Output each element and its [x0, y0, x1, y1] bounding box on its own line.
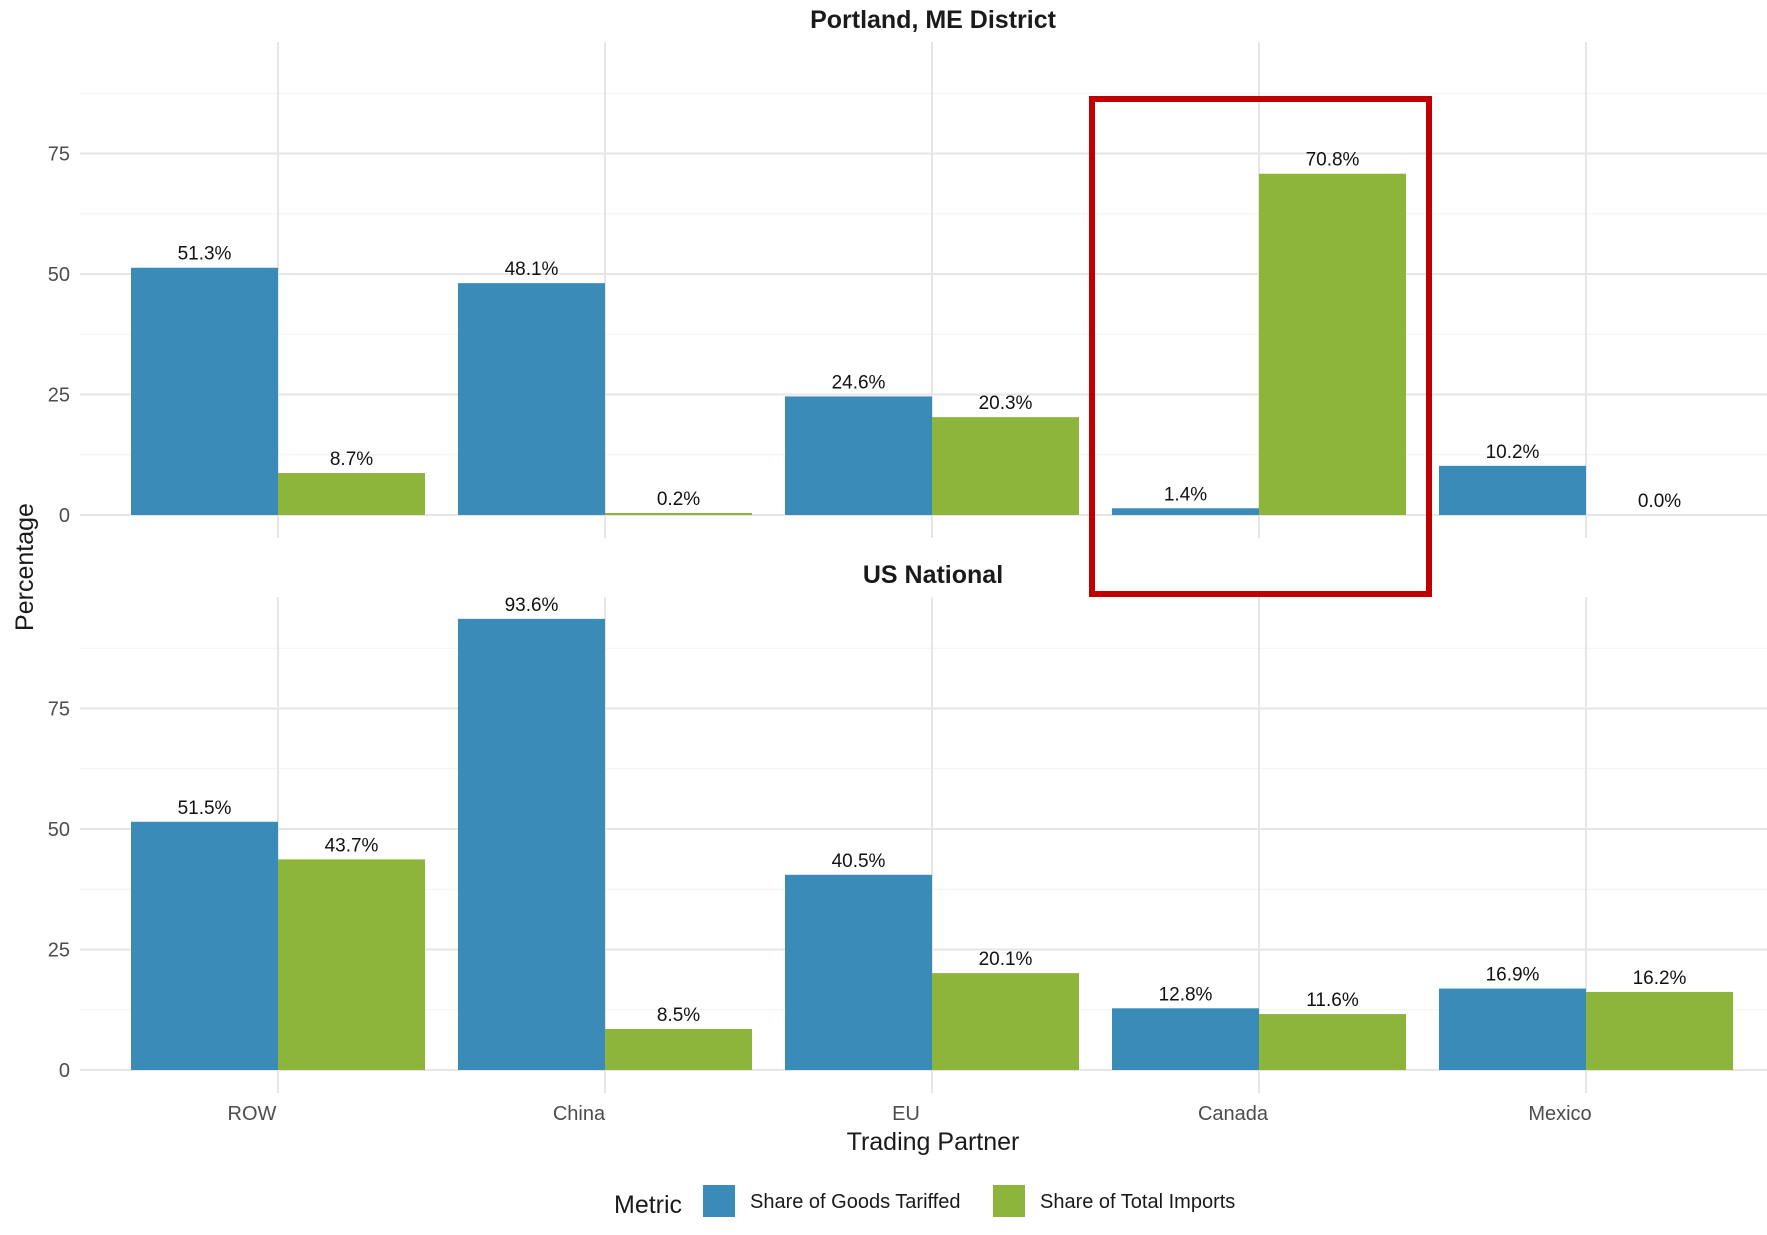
x-axis-title: Trading Partner [847, 1128, 1020, 1156]
bar-us-national-row-share-of-goods-tariffed [131, 821, 278, 1070]
bar-us-national-china-share-of-total-imports [605, 1029, 752, 1070]
bar-portland-me-district-row-share-of-goods-tariffed [131, 267, 278, 515]
legend-label-goods-tariffed: Share of Goods Tariffed [750, 1191, 961, 1213]
bar-us-national-eu-share-of-total-imports [932, 973, 1079, 1070]
y-tick-label: 25 [48, 940, 70, 962]
value-label-china-share-of-total-imports: 8.5% [657, 1005, 700, 1026]
y-tick-label: 50 [48, 264, 70, 286]
bar-us-national-canada-share-of-goods-tariffed [1112, 1008, 1259, 1070]
value-label-china-share-of-goods-tariffed: 93.6% [505, 595, 559, 616]
bar-portland-me-district-canada-share-of-goods-tariffed [1112, 508, 1259, 515]
value-label-row-share-of-total-imports: 8.7% [330, 449, 373, 470]
value-label-eu-share-of-total-imports: 20.3% [979, 393, 1033, 414]
value-label-eu-share-of-goods-tariffed: 24.6% [832, 372, 886, 393]
bar-portland-me-district-row-share-of-total-imports [278, 473, 425, 515]
y-axis-title: Percentage [11, 503, 39, 631]
bar-us-national-canada-share-of-total-imports [1259, 1014, 1406, 1070]
bar-portland-me-district-eu-share-of-total-imports [932, 417, 1079, 515]
bar-portland-me-district-china-share-of-total-imports [605, 513, 752, 515]
legend: Metric Share of Goods Tariffed Share of … [614, 1185, 1235, 1219]
value-label-mexico-share-of-goods-tariffed: 16.9% [1486, 965, 1540, 986]
axes: 0 25 50 75 0 25 50 75 ROW China EU Canada Mexico [48, 144, 1592, 1126]
y-tick-label: 0 [59, 1060, 70, 1082]
x-tick-label-canada: Canada [1198, 1103, 1269, 1125]
value-label-canada-share-of-goods-tariffed: 12.8% [1159, 984, 1213, 1005]
value-label-mexico-share-of-goods-tariffed: 10.2% [1486, 442, 1540, 463]
bars [131, 173, 1733, 1070]
bar-portland-me-district-eu-share-of-goods-tariffed [785, 396, 932, 515]
bar-portland-me-district-china-share-of-goods-tariffed [458, 283, 605, 515]
x-tick-label-china: China [553, 1103, 606, 1125]
bar-portland-me-district-mexico-share-of-goods-tariffed [1439, 465, 1586, 515]
bar-us-national-china-share-of-goods-tariffed [458, 618, 605, 1070]
value-label-china-share-of-goods-tariffed: 48.1% [505, 259, 559, 280]
legend-title: Metric [614, 1191, 682, 1219]
y-tick-label: 50 [48, 819, 70, 841]
panel-title-portland: Portland, ME District [810, 6, 1057, 34]
canada-highlight-box [1089, 96, 1432, 597]
value-label-mexico-share-of-total-imports: 16.2% [1633, 968, 1687, 989]
bar-us-national-eu-share-of-goods-tariffed [785, 874, 932, 1070]
bar-us-national-mexico-share-of-goods-tariffed [1439, 988, 1586, 1070]
value-label-eu-share-of-goods-tariffed: 40.5% [832, 851, 886, 872]
x-tick-label-row: ROW [228, 1103, 277, 1125]
value-label-china-share-of-total-imports: 0.2% [657, 489, 700, 510]
value-label-row-share-of-goods-tariffed: 51.3% [178, 244, 232, 265]
x-tick-label-mexico: Mexico [1528, 1103, 1591, 1125]
x-tick-label-eu: EU [892, 1103, 920, 1125]
bar-portland-me-district-canada-share-of-total-imports [1259, 173, 1406, 515]
value-label-row-share-of-goods-tariffed: 51.5% [178, 798, 232, 819]
legend-swatch-goods-tariffed [703, 1185, 735, 1217]
legend-label-total-imports: Share of Total Imports [1040, 1191, 1235, 1213]
legend-swatch-total-imports [993, 1185, 1025, 1217]
value-label-canada-share-of-total-imports: 11.6% [1306, 990, 1359, 1011]
y-tick-label: 25 [48, 385, 70, 407]
value-label-canada-share-of-goods-tariffed: 1.4% [1164, 484, 1207, 505]
value-labels: 51.3% 48.1% 24.6% 1.4% 10.2% 8.7% 0.2% 20.3% 70.… [178, 150, 1687, 1026]
bar-us-national-mexico-share-of-total-imports [1586, 991, 1733, 1070]
value-label-eu-share-of-total-imports: 20.1% [979, 949, 1033, 970]
value-label-row-share-of-total-imports: 43.7% [325, 835, 379, 856]
value-label-mexico-share-of-total-imports: 0.0% [1638, 491, 1681, 512]
panel-title-us-national: US National [863, 561, 1003, 589]
y-tick-label: 75 [48, 144, 70, 166]
value-label-canada-share-of-total-imports: 70.8% [1306, 150, 1360, 171]
bar-us-national-row-share-of-total-imports [278, 859, 425, 1070]
y-tick-label: 0 [59, 505, 70, 527]
y-tick-label: 75 [48, 699, 70, 721]
